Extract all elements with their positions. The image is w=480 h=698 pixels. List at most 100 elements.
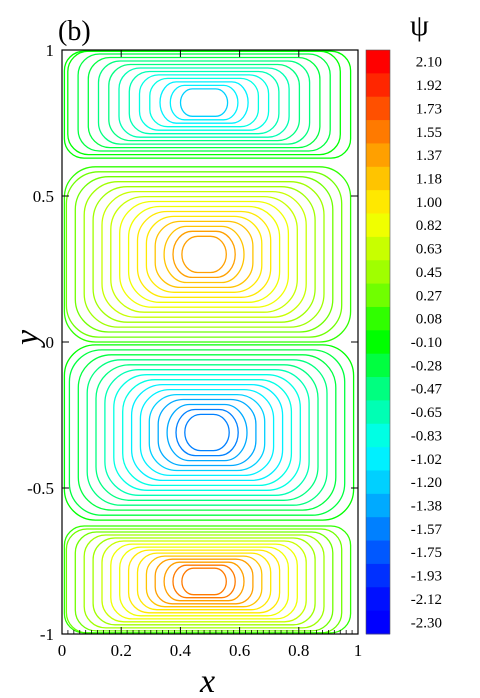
contour-line [128, 70, 280, 135]
contour-line [77, 53, 331, 152]
colorbar-label: 1.18 [416, 172, 442, 188]
contour-line [154, 558, 254, 605]
x-tick-label: 0 [58, 641, 67, 660]
contour-line [63, 166, 352, 343]
contour-line [101, 540, 307, 623]
y-tick-label: -1 [40, 625, 54, 644]
contour-line [184, 413, 230, 452]
colorbar-label: -0.65 [411, 405, 442, 421]
contour-line [77, 354, 337, 511]
contour-line [149, 77, 260, 128]
x-tick-label: 0.2 [111, 641, 132, 660]
colorbar-swatch [366, 423, 390, 448]
panel-label: (b) [58, 16, 91, 47]
colorbar-label: 1.92 [416, 78, 442, 94]
colorbar-label: -1.93 [411, 569, 442, 585]
colorbar-swatch [366, 330, 390, 355]
contour-line [166, 403, 248, 462]
colorbar-label: 1.55 [416, 125, 442, 141]
colorbar-label: -0.28 [411, 358, 442, 374]
contour-line [175, 408, 239, 457]
contour-line [157, 398, 257, 467]
colorbar-swatch [366, 563, 390, 588]
contour-line [92, 537, 316, 626]
colorbar-swatch [366, 283, 390, 308]
contour-line [119, 546, 290, 617]
colorbar-label: -1.02 [411, 452, 442, 468]
colorbar-label: -2.12 [411, 592, 442, 608]
contour-line [172, 230, 236, 279]
colorbar: 2.10 1.92 1.73 1.55 1.37 1.18 1.00 0.82 0.63 0.45… [365, 49, 443, 635]
colorbar-label: 1.00 [416, 195, 442, 211]
colorbar-label: 0.08 [416, 312, 442, 328]
contour-line [136, 210, 272, 298]
colorbar-swatch [366, 236, 390, 261]
contour-line [136, 552, 272, 611]
contour-line [97, 60, 311, 145]
contour-line [118, 67, 290, 138]
colorbar-swatch [366, 213, 390, 238]
colorbar-swatch [366, 517, 390, 541]
contour-line [138, 74, 270, 131]
contour-line [179, 88, 229, 117]
x-tick-label: 0.6 [229, 641, 250, 660]
contour-line [159, 81, 249, 124]
contour-line [83, 534, 325, 629]
contour-line [87, 56, 321, 149]
colorbar-swatch [366, 306, 390, 331]
colorbar-swatch [366, 96, 390, 121]
colorbar-swatch [366, 493, 390, 518]
colorbar-swatch [366, 540, 390, 565]
colorbar-swatch [366, 260, 390, 284]
contour-line [181, 567, 227, 596]
colorbar-swatch [366, 587, 390, 612]
colorbar-swatch [366, 400, 390, 425]
colorbar-swatch [366, 166, 390, 191]
colorbar-label: 0.27 [416, 288, 443, 304]
contour-line [110, 195, 298, 313]
colorbar-label: 1.37 [416, 148, 443, 164]
contour-line [130, 383, 284, 482]
colorbar-label: 0.63 [416, 242, 442, 258]
colorbar-label: -1.38 [411, 499, 442, 515]
contour-line [122, 379, 293, 487]
contour-line [83, 181, 325, 328]
axis-ticks: 0 0.2 0.4 0.6 0.8 1 -1 -0.5 0 0.5 1 [27, 41, 362, 660]
contour-line [163, 225, 245, 284]
colorbar-label: 1.73 [416, 101, 442, 117]
contour-line [139, 388, 275, 477]
colorbar-label: -1.57 [411, 522, 443, 538]
contour-line [63, 525, 352, 634]
colorbar-swatch [366, 610, 390, 635]
colorbar-swatch [366, 470, 390, 495]
contour-line [104, 369, 310, 496]
contour-line [119, 200, 290, 308]
contour-line [68, 349, 346, 516]
colorbar-label: -2.30 [411, 615, 442, 631]
colorbar-swatch [366, 120, 390, 144]
contour-line [145, 215, 263, 293]
x-tick-label: 1 [354, 641, 363, 660]
contour-line [169, 84, 239, 121]
colorbar-label: 0.45 [416, 265, 442, 281]
contour-line [92, 186, 316, 323]
colorbar-frame [365, 49, 391, 635]
y-axis-title: y [9, 329, 46, 348]
y-tick-label: -0.5 [27, 479, 54, 498]
x-tick-label: 0.4 [170, 641, 192, 660]
colorbar-swatch [366, 377, 390, 401]
colorbar-label: -1.75 [411, 545, 442, 561]
contour-line [63, 50, 352, 159]
x-axis-title: x [199, 663, 215, 698]
contour-line [65, 171, 343, 338]
colorbar-title: ψ [410, 9, 429, 42]
contour-line [110, 543, 298, 620]
contour-lines [63, 50, 355, 634]
colorbar-label: 0.82 [416, 218, 442, 234]
colorbar-swatch [366, 50, 390, 74]
colorbar-label: -0.83 [411, 428, 442, 444]
colorbar-label: -0.10 [411, 335, 442, 351]
colorbar-swatch [366, 190, 390, 214]
colorbar-label: 2.10 [416, 55, 442, 71]
